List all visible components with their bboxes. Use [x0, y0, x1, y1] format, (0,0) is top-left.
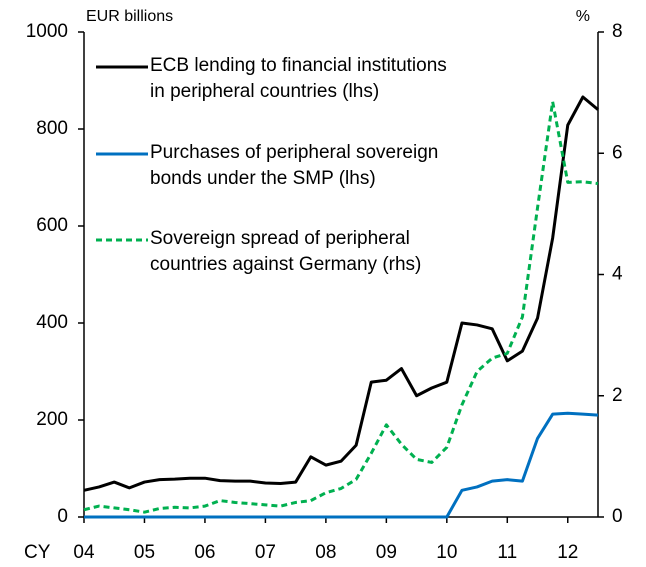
x-tick-label: 04	[73, 542, 95, 563]
x-tick-label: 10	[436, 542, 457, 563]
legend-label: Purchases of peripheral sovereign bonds …	[150, 142, 439, 189]
y-tick-label: 0	[57, 506, 68, 527]
x-axis-label: CY	[24, 542, 51, 563]
x-tick-label: 12	[557, 542, 578, 563]
x-tick-label: 08	[315, 542, 336, 563]
y-tick-label: 200	[36, 409, 68, 430]
y-tick-label: 800	[36, 118, 68, 139]
y2-tick-label: 4	[612, 264, 623, 285]
y-axis-label: EUR billions	[86, 8, 173, 25]
y-tick-label: 1000	[26, 21, 68, 42]
x-tick-label: 07	[255, 542, 276, 563]
y-tick-label: 400	[36, 312, 68, 333]
x-tick-label: 06	[194, 542, 215, 563]
y2-tick-label: 8	[612, 21, 623, 42]
y2-tick-label: 2	[612, 385, 623, 406]
y2-axis-label: %	[576, 8, 590, 25]
legend-label: ECB lending to financial institutions in…	[150, 55, 447, 102]
x-tick-label: 11	[497, 542, 517, 563]
series-line	[83, 100, 599, 514]
legend-label: Sovereign spread of peripheral countries…	[150, 228, 422, 275]
series-line	[84, 411, 599, 519]
x-tick-label: 09	[376, 542, 397, 563]
y2-tick-label: 0	[612, 506, 623, 527]
series-line	[83, 95, 599, 492]
x-tick-label: 05	[134, 542, 155, 563]
y2-tick-label: 6	[612, 142, 623, 163]
y-tick-label: 600	[36, 215, 68, 236]
